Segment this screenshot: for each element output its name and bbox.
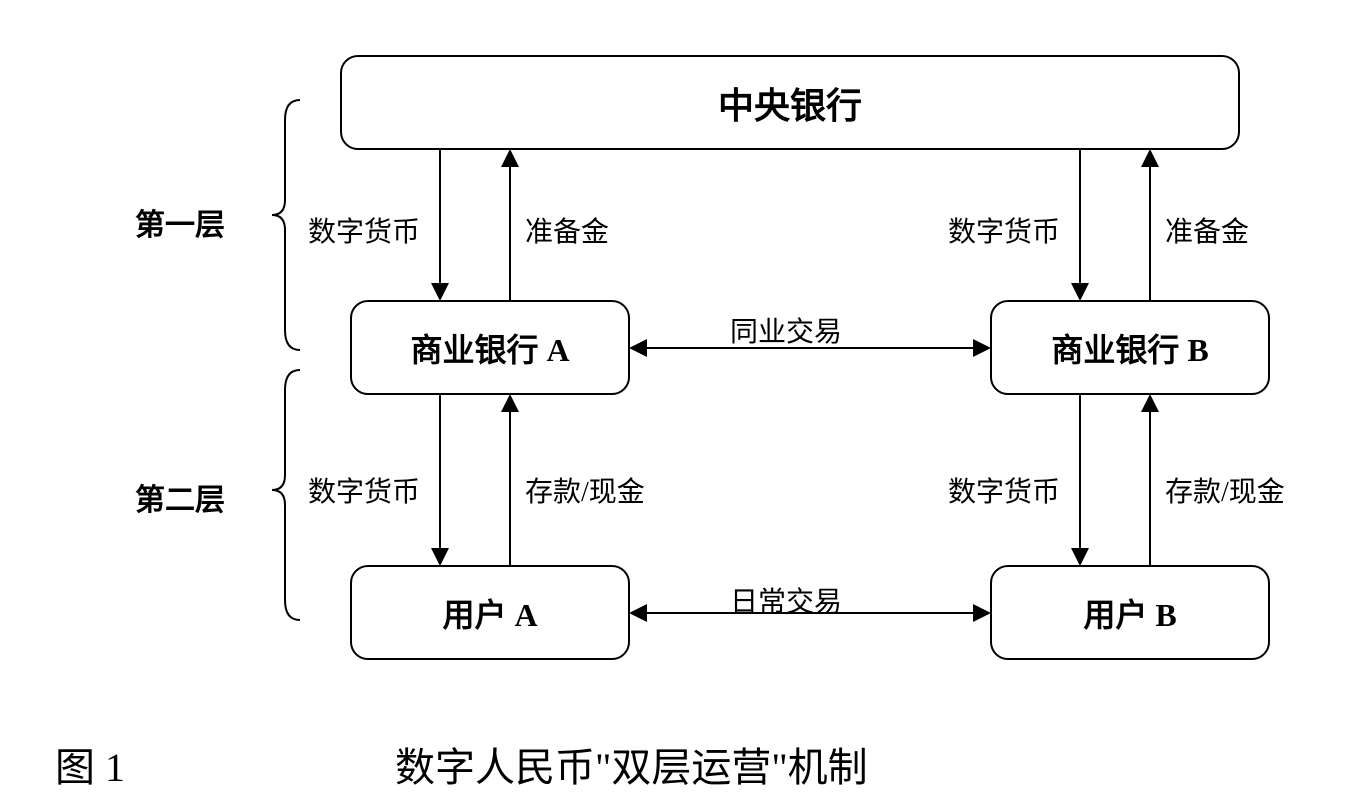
edge-label-daily-trade: 日常交易 <box>730 580 842 620</box>
figure-number: 图 1 <box>55 735 125 793</box>
node-bank-b: 商业银行 B <box>990 300 1270 395</box>
edge-label-reserve-1: 准备金 <box>525 210 609 250</box>
edge-label-digital-currency-1: 数字货币 <box>308 210 420 250</box>
edge-label-digital-currency-2: 数字货币 <box>948 210 1060 250</box>
node-label: 中央银行 <box>718 77 862 129</box>
layer-1-label: 第一层 <box>135 200 225 244</box>
node-label: 用户 A <box>442 590 537 636</box>
layer-2-label: 第二层 <box>135 475 225 519</box>
node-label: 商业银行 A <box>410 325 569 371</box>
node-bank-a: 商业银行 A <box>350 300 630 395</box>
diagram-canvas: 中央银行 商业银行 A 商业银行 B 用户 A 用户 B 第一层 第二层 数字货… <box>0 0 1366 804</box>
node-user-a: 用户 A <box>350 565 630 660</box>
edge-label-deposit-cash-2: 存款/现金 <box>1165 470 1285 510</box>
edge-label-interbank: 同业交易 <box>730 310 842 350</box>
node-label: 商业银行 B <box>1051 325 1208 371</box>
edge-label-digital-currency-4: 数字货币 <box>948 470 1060 510</box>
figure-title: 数字人民币"双层运营"机制 <box>395 735 868 793</box>
node-label: 用户 B <box>1083 590 1176 636</box>
node-central-bank: 中央银行 <box>340 55 1240 150</box>
edge-label-digital-currency-3: 数字货币 <box>308 470 420 510</box>
node-user-b: 用户 B <box>990 565 1270 660</box>
edge-label-deposit-cash-1: 存款/现金 <box>525 470 645 510</box>
edge-label-reserve-2: 准备金 <box>1165 210 1249 250</box>
